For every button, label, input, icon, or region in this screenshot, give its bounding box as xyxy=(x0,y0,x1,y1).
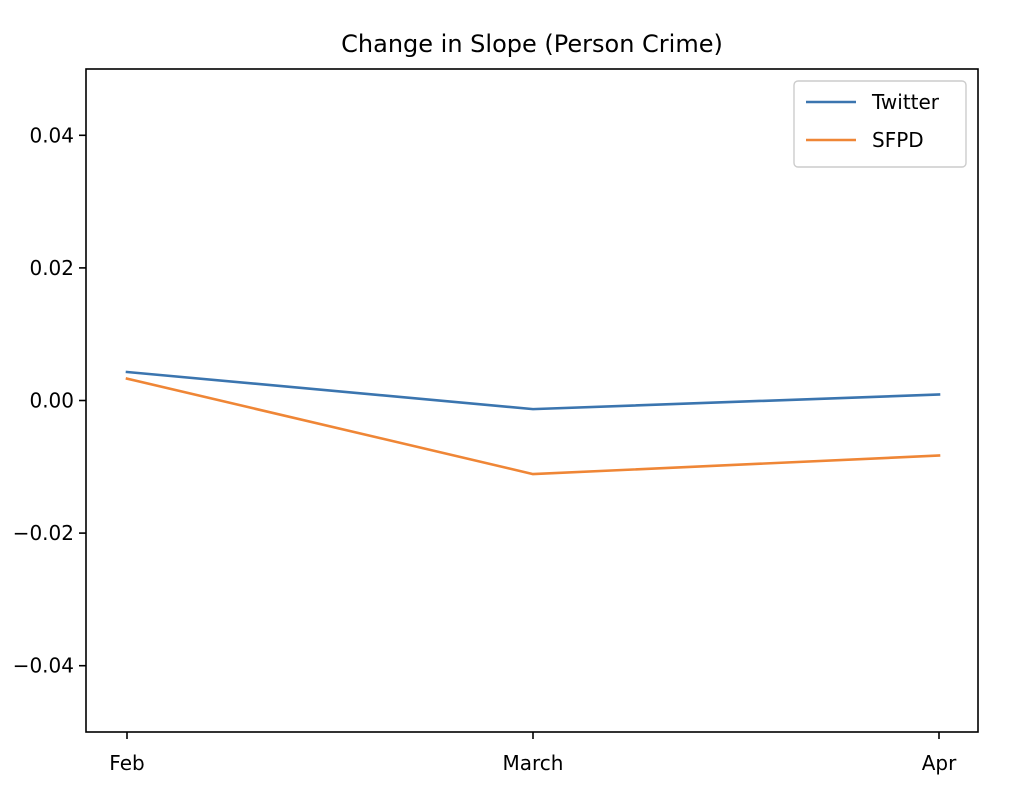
y-axis: 0.04 0.02 0.00 −0.02 −0.04 xyxy=(13,123,86,678)
x-tick-label: Feb xyxy=(109,751,144,775)
series-line-twitter xyxy=(125,370,941,411)
chart-title: Change in Slope (Person Crime) xyxy=(341,30,723,58)
x-axis: Feb March Apr xyxy=(109,732,957,775)
series-layer xyxy=(125,370,941,476)
x-tick-label: Apr xyxy=(922,751,957,775)
y-tick-label: −0.02 xyxy=(13,521,74,545)
y-tick-label: −0.04 xyxy=(13,654,74,678)
y-tick-label: 0.00 xyxy=(29,389,74,413)
y-tick-label: 0.04 xyxy=(29,123,74,147)
series-line-sfpd xyxy=(125,377,941,476)
legend: Twitter SFPD xyxy=(793,80,967,168)
legend-label-sfpd: SFPD xyxy=(872,128,924,152)
x-tick-label: March xyxy=(503,751,564,775)
y-tick-label: 0.02 xyxy=(29,256,74,280)
legend-label-twitter: Twitter xyxy=(871,90,940,114)
